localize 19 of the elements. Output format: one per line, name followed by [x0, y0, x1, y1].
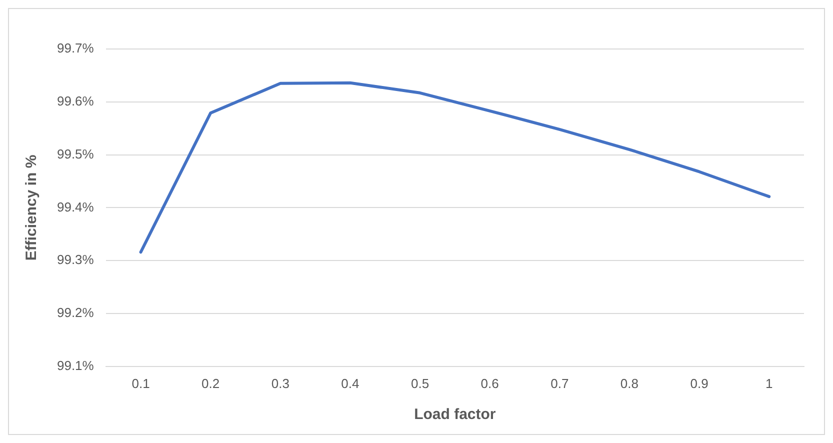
- x-tick-label: 0.3: [271, 376, 290, 391]
- x-tick-label: 0.2: [202, 376, 220, 391]
- y-axis-title: Efficiency in %: [23, 154, 40, 261]
- y-tick-label: 99.6%: [56, 93, 94, 108]
- y-tick-label: 99.4%: [56, 199, 94, 214]
- y-tick-label: 99.1%: [56, 358, 94, 373]
- x-tick-label: 0.1: [132, 376, 150, 391]
- x-tick-label: 1: [765, 376, 773, 391]
- x-tick-label: 0.4: [341, 376, 360, 391]
- y-tick-label: 99.2%: [56, 305, 94, 320]
- x-tick-label: 0.8: [620, 376, 639, 391]
- y-tick-label: 99.3%: [56, 252, 94, 268]
- y-tick-label: 99.5%: [56, 146, 94, 162]
- x-tick-label: 0.5: [410, 376, 430, 391]
- x-axis-title: Load factor: [414, 406, 496, 424]
- y-tick-label: 99.7%: [56, 40, 94, 56]
- x-tick-label: 0.7: [550, 376, 569, 391]
- x-tick-label: 0.9: [690, 376, 708, 391]
- x-tick-label: 0.6: [480, 376, 499, 391]
